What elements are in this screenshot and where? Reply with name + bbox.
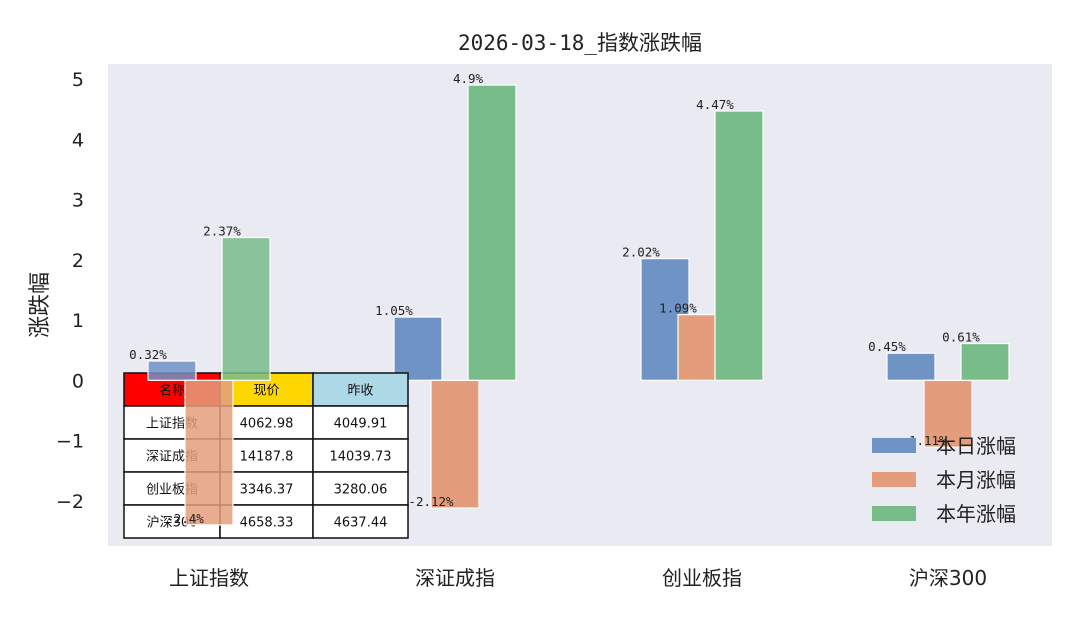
legend-label: 本日涨幅	[936, 434, 1016, 458]
legend-label: 本年涨幅	[936, 502, 1016, 526]
x-tick-label: 沪深300	[909, 566, 987, 590]
table-cell	[312, 405, 409, 440]
table-cell-text: 4658.33	[240, 516, 294, 531]
data-label: 4.47%	[696, 97, 734, 112]
y-tick-label: 3	[72, 190, 84, 212]
legend-label: 本月涨幅	[936, 468, 1016, 492]
table-cell	[312, 471, 409, 506]
bar-3-2	[467, 84, 517, 381]
bar-3-3	[714, 110, 764, 381]
bar-3-4	[960, 342, 1010, 381]
table-header-text: 昨收	[347, 384, 373, 399]
bars-overlay	[147, 236, 271, 526]
data-labels: 0.32%1.05%2.02%0.45%-2.4%-2.12%1.09%-1.1…	[129, 71, 980, 526]
table-cell-text: 4049.91	[334, 417, 388, 432]
y-tick-label: 4	[72, 129, 84, 151]
bar-2-1	[184, 379, 234, 526]
data-label: 1.09%	[659, 301, 697, 316]
legend-swatch-1	[872, 438, 916, 453]
data-label: 0.32%	[129, 347, 167, 362]
bar-1-1	[147, 360, 197, 381]
y-tick-label: 5	[72, 69, 84, 91]
table-cell-text: 4062.98	[240, 417, 294, 432]
data-label: -2.12%	[408, 494, 454, 509]
y-tick-label: 2	[72, 250, 84, 272]
bar-2-4	[923, 379, 973, 448]
table-cell-text: 4637.44	[334, 516, 388, 531]
data-label: 2.37%	[203, 224, 241, 239]
x-tick-label: 创业板指	[662, 566, 742, 590]
legend-swatch-2	[872, 472, 916, 487]
table-cell	[312, 504, 409, 539]
data-label: 4.9%	[453, 71, 484, 86]
y-tick-label: 1	[72, 310, 84, 332]
y-tick-label: −2	[56, 491, 84, 513]
y-axis-ticks: −2 −1 0 1 2 3 4 5	[56, 69, 84, 513]
chart-title: 2026-03-18_指数涨跌幅	[458, 31, 702, 55]
table-cell-text: 14039.73	[329, 450, 391, 465]
bars	[393, 84, 1010, 509]
x-axis-ticks: 上证指数 深证成指 创业板指 沪深300	[169, 566, 987, 590]
table-header-text: 名称	[159, 383, 185, 399]
bar-1-2	[393, 316, 443, 381]
table-cell-text: 14187.8	[240, 450, 294, 465]
table-cell-text: 3346.37	[240, 483, 294, 498]
x-tick-label: 深证成指	[415, 566, 495, 590]
table-cell	[312, 438, 409, 473]
data-label: 0.45%	[868, 339, 906, 354]
table-header-text: 现价	[253, 384, 279, 399]
bar-2-2	[430, 379, 480, 509]
data-label: -2.4%	[166, 511, 204, 526]
table-cell	[219, 471, 314, 506]
bar-3-1	[221, 236, 271, 381]
legend-swatch-3	[872, 506, 916, 521]
table-header-cell	[312, 372, 409, 407]
x-tick-label: 上证指数	[169, 566, 249, 590]
y-tick-label: −1	[56, 431, 84, 453]
table-cell-text: 3280.06	[334, 483, 388, 498]
data-label: 1.05%	[375, 303, 413, 318]
bar-1-4	[886, 352, 936, 381]
data-label: 2.02%	[622, 245, 660, 260]
y-tick-label: 0	[72, 370, 84, 392]
y-axis-label: 涨跌幅	[28, 272, 53, 338]
data-label: 0.61%	[942, 330, 980, 345]
